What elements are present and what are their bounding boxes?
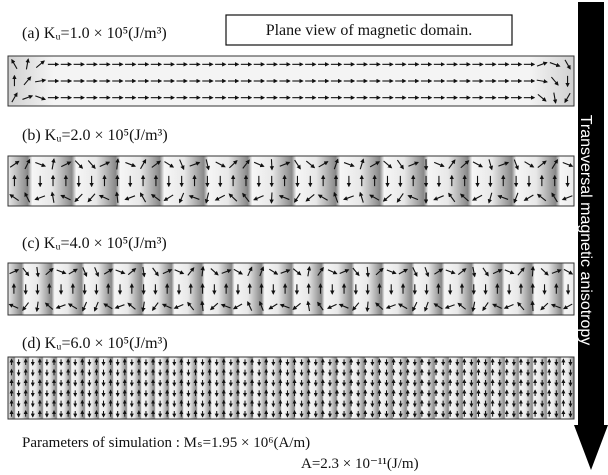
- spin-arrow: [532, 302, 533, 311]
- panel-label: (b) Kᵤ=2.0 × 10⁵(J/m³): [22, 127, 168, 144]
- domain-strip: [8, 357, 574, 419]
- figure: Plane view of magnetic domain. Transvers…: [0, 0, 608, 475]
- page: {"panels":[ {"label":"(a) Kᵤ=1.0 × 10⁵(J…: [0, 0, 608, 475]
- parameters-line: Parameters of simulation : Mₛ=1.95 × 10⁶…: [22, 435, 310, 451]
- domain-strip: [8, 156, 574, 206]
- panel-label: (a) Kᵤ=1.0 × 10⁵(J/m³): [22, 25, 167, 42]
- spin-arrow: [532, 267, 533, 276]
- spin-arrow: [271, 159, 272, 169]
- domain-strip: [8, 263, 574, 315]
- parameters-line: A=2.3 × 10⁻¹¹(J/m): [301, 456, 419, 472]
- spin-arrow: [271, 193, 272, 203]
- caption-text: Plane view of magnetic domain.: [266, 22, 473, 39]
- panel-label: (d) Kᵤ=6.0 × 10⁵(J/m³): [22, 335, 168, 352]
- side-arrow-label: Transversal magnetic anisotropy: [577, 115, 594, 346]
- panel-label: (c) Kᵤ=4.0 × 10⁵(J/m³): [22, 235, 167, 252]
